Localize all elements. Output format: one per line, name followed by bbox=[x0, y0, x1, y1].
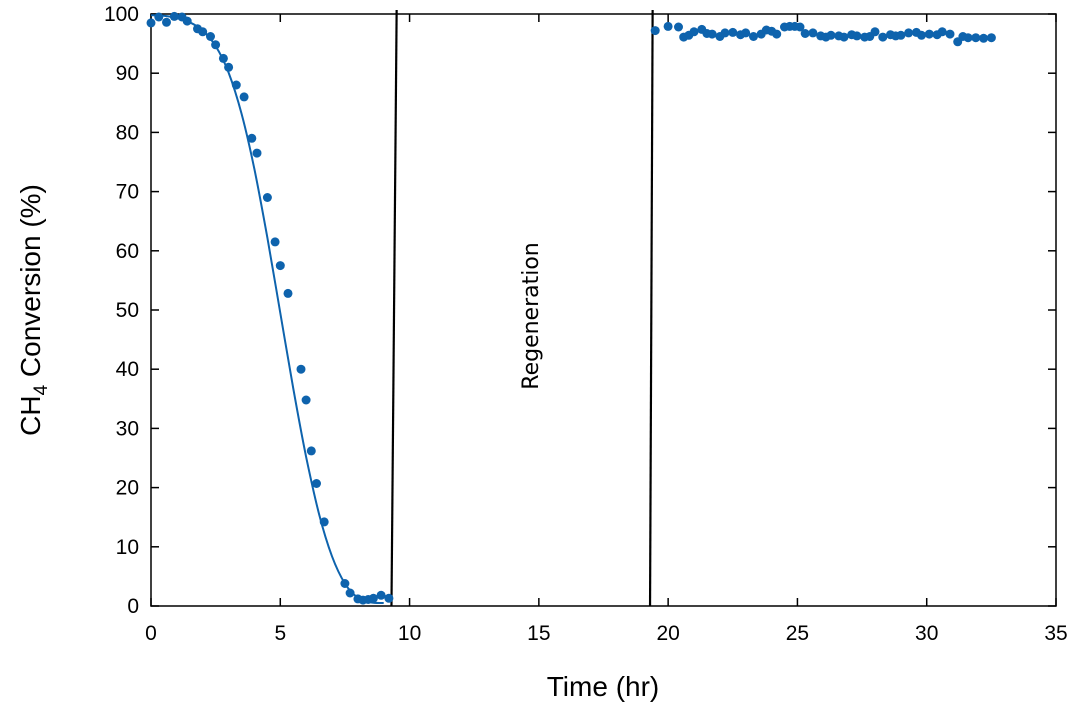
y-axis-title: CH4 Conversion (%) bbox=[15, 184, 52, 436]
y-tick-label: 30 bbox=[116, 417, 139, 440]
data-point-run2 bbox=[870, 27, 880, 37]
data-point-run1 bbox=[162, 17, 171, 27]
data-point-run1 bbox=[169, 11, 179, 21]
data-point-run2 bbox=[979, 33, 989, 43]
data-point-run2 bbox=[839, 32, 849, 42]
data-point-run1 bbox=[275, 261, 285, 271]
fit-curve bbox=[150, 14, 384, 605]
data-point-run1 bbox=[319, 517, 329, 527]
data-point-run2 bbox=[728, 27, 738, 37]
data-point-run1 bbox=[146, 18, 156, 28]
y-tick-label: 10 bbox=[116, 536, 139, 559]
data-point-run2 bbox=[826, 30, 836, 40]
data-point-run2 bbox=[917, 30, 926, 40]
data-point-run2 bbox=[674, 22, 683, 32]
y-axis-title-main: CH bbox=[15, 395, 46, 435]
data-point-run1 bbox=[262, 193, 272, 202]
data-point-run2 bbox=[896, 30, 906, 40]
data-point-run2 bbox=[924, 29, 934, 39]
data-point-run2 bbox=[904, 28, 914, 38]
y-tick-label: 60 bbox=[116, 240, 139, 263]
data-point-run2 bbox=[986, 33, 996, 43]
x-tick-label: 25 bbox=[786, 622, 809, 645]
data-point-run2 bbox=[749, 32, 758, 41]
y-tick-label: 80 bbox=[116, 121, 139, 144]
data-point-run1 bbox=[218, 53, 228, 63]
regeneration-boundary-line bbox=[390, 9, 398, 607]
data-point-run2 bbox=[808, 28, 818, 38]
data-point-run2 bbox=[937, 27, 947, 37]
y-tick-label: 40 bbox=[116, 358, 139, 381]
data-point-run1 bbox=[239, 92, 249, 102]
data-point-run1 bbox=[224, 62, 234, 72]
x-tick-label: 35 bbox=[1044, 622, 1067, 645]
data-point-run1 bbox=[270, 237, 280, 247]
x-tick-label: 20 bbox=[656, 622, 679, 645]
data-point-run1 bbox=[296, 364, 306, 374]
data-point-run1 bbox=[283, 288, 293, 298]
data-point-run1 bbox=[247, 133, 257, 143]
data-point-run1 bbox=[301, 395, 311, 405]
data-point-run1 bbox=[231, 80, 241, 90]
data-point-run1 bbox=[206, 32, 215, 41]
data-point-run2 bbox=[663, 21, 673, 31]
data-point-run2 bbox=[720, 28, 730, 38]
data-point-run1 bbox=[368, 593, 378, 603]
regeneration-annotation: Regeneration bbox=[519, 242, 544, 389]
x-tick-label: 5 bbox=[274, 622, 286, 645]
y-tick-labels: 0 10 20 30 40 50 60 70 80 90 100 bbox=[104, 3, 139, 618]
data-point-run2 bbox=[963, 33, 973, 43]
data-point-run2 bbox=[800, 29, 810, 38]
data-point-run1 bbox=[306, 446, 316, 456]
x-tick-label: 15 bbox=[527, 622, 550, 645]
data-point-run2 bbox=[945, 29, 955, 39]
data-points bbox=[146, 11, 996, 605]
x-tick-labels: 0 5 10 15 20 25 30 35 bbox=[145, 622, 1068, 645]
data-point-run2 bbox=[795, 22, 805, 32]
axis-ticks bbox=[150, 13, 1057, 607]
data-point-run2 bbox=[707, 29, 717, 39]
data-point-run1 bbox=[252, 148, 262, 158]
data-point-run2 bbox=[650, 26, 660, 36]
y-tick-label: 70 bbox=[116, 181, 139, 204]
y-tick-label: 100 bbox=[104, 3, 139, 26]
data-point-run2 bbox=[852, 31, 862, 41]
data-point-run2 bbox=[772, 29, 782, 39]
data-point-run1 bbox=[376, 590, 386, 600]
y-tick-label: 90 bbox=[116, 62, 139, 85]
x-tick-label: 0 bbox=[145, 622, 157, 645]
data-point-run1 bbox=[312, 479, 321, 488]
data-point-run2 bbox=[878, 32, 888, 42]
regeneration-boundary-lines bbox=[390, 9, 654, 607]
data-point-run2 bbox=[689, 27, 699, 37]
x-tick-label: 30 bbox=[915, 622, 938, 645]
data-point-run1 bbox=[211, 40, 221, 50]
y-tick-label: 50 bbox=[116, 299, 139, 322]
x-tick-label: 10 bbox=[398, 622, 421, 645]
data-point-run1 bbox=[198, 27, 208, 37]
data-point-run1 bbox=[345, 588, 355, 598]
y-tick-label: 0 bbox=[127, 595, 139, 618]
data-point-run1 bbox=[340, 579, 350, 588]
data-point-run1 bbox=[182, 16, 192, 26]
x-axis-title: Time (hr) bbox=[547, 671, 660, 702]
y-axis-title-rest: Conversion (%) bbox=[15, 184, 46, 385]
y-tick-label: 20 bbox=[116, 477, 139, 500]
regeneration-boundary-line bbox=[648, 9, 654, 607]
data-point-run2 bbox=[971, 33, 981, 43]
y-axis-title-subscript: 4 bbox=[31, 384, 52, 395]
data-point-run1 bbox=[154, 12, 164, 22]
data-point-run2 bbox=[741, 28, 751, 38]
data-point-run1 bbox=[384, 593, 394, 603]
plot-frame bbox=[150, 13, 1057, 607]
